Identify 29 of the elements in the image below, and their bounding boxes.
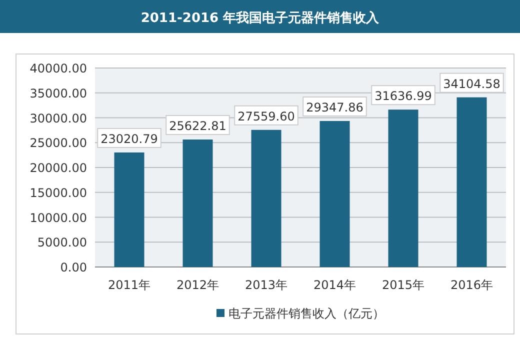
chart-title: 2011-2016 年我国电子元器件销售收入 [140, 10, 380, 26]
y-tick-label: 35000.00 [30, 86, 87, 100]
bar [182, 140, 213, 267]
data-label: 34104.58 [443, 76, 500, 91]
y-tick-label: 0.00 [60, 260, 87, 274]
y-tick-label: 25000.00 [30, 136, 87, 150]
x-tick-label: 2012年 [176, 278, 220, 292]
bar [456, 97, 487, 267]
x-tick-label: 2015年 [382, 278, 425, 292]
y-tick-label: 10000.00 [30, 210, 87, 225]
x-tick-label: 2011年 [108, 278, 151, 292]
y-tick-label: 20000.00 [30, 161, 87, 175]
data-label: 23020.79 [100, 132, 158, 146]
y-tick-label: 40000.00 [30, 62, 87, 76]
bar [388, 110, 418, 267]
bar [114, 152, 144, 267]
legend-label: 电子元器件销售收入（亿元） [228, 306, 384, 320]
data-label: 29347.86 [306, 100, 364, 114]
data-label: 25622.81 [169, 119, 226, 134]
bar [320, 120, 350, 267]
data-label: 27559.60 [238, 109, 295, 124]
x-tick-label: 2013年 [244, 278, 288, 292]
data-label: 31636.99 [374, 89, 432, 104]
y-tick-label: 15000.00 [30, 186, 87, 200]
x-tick-label: 2014年 [313, 278, 356, 292]
y-tick-label: 5000.00 [37, 236, 87, 250]
y-tick-label: 30000.00 [30, 111, 87, 126]
x-tick-label: 2016年 [450, 278, 494, 292]
bar [251, 130, 282, 267]
